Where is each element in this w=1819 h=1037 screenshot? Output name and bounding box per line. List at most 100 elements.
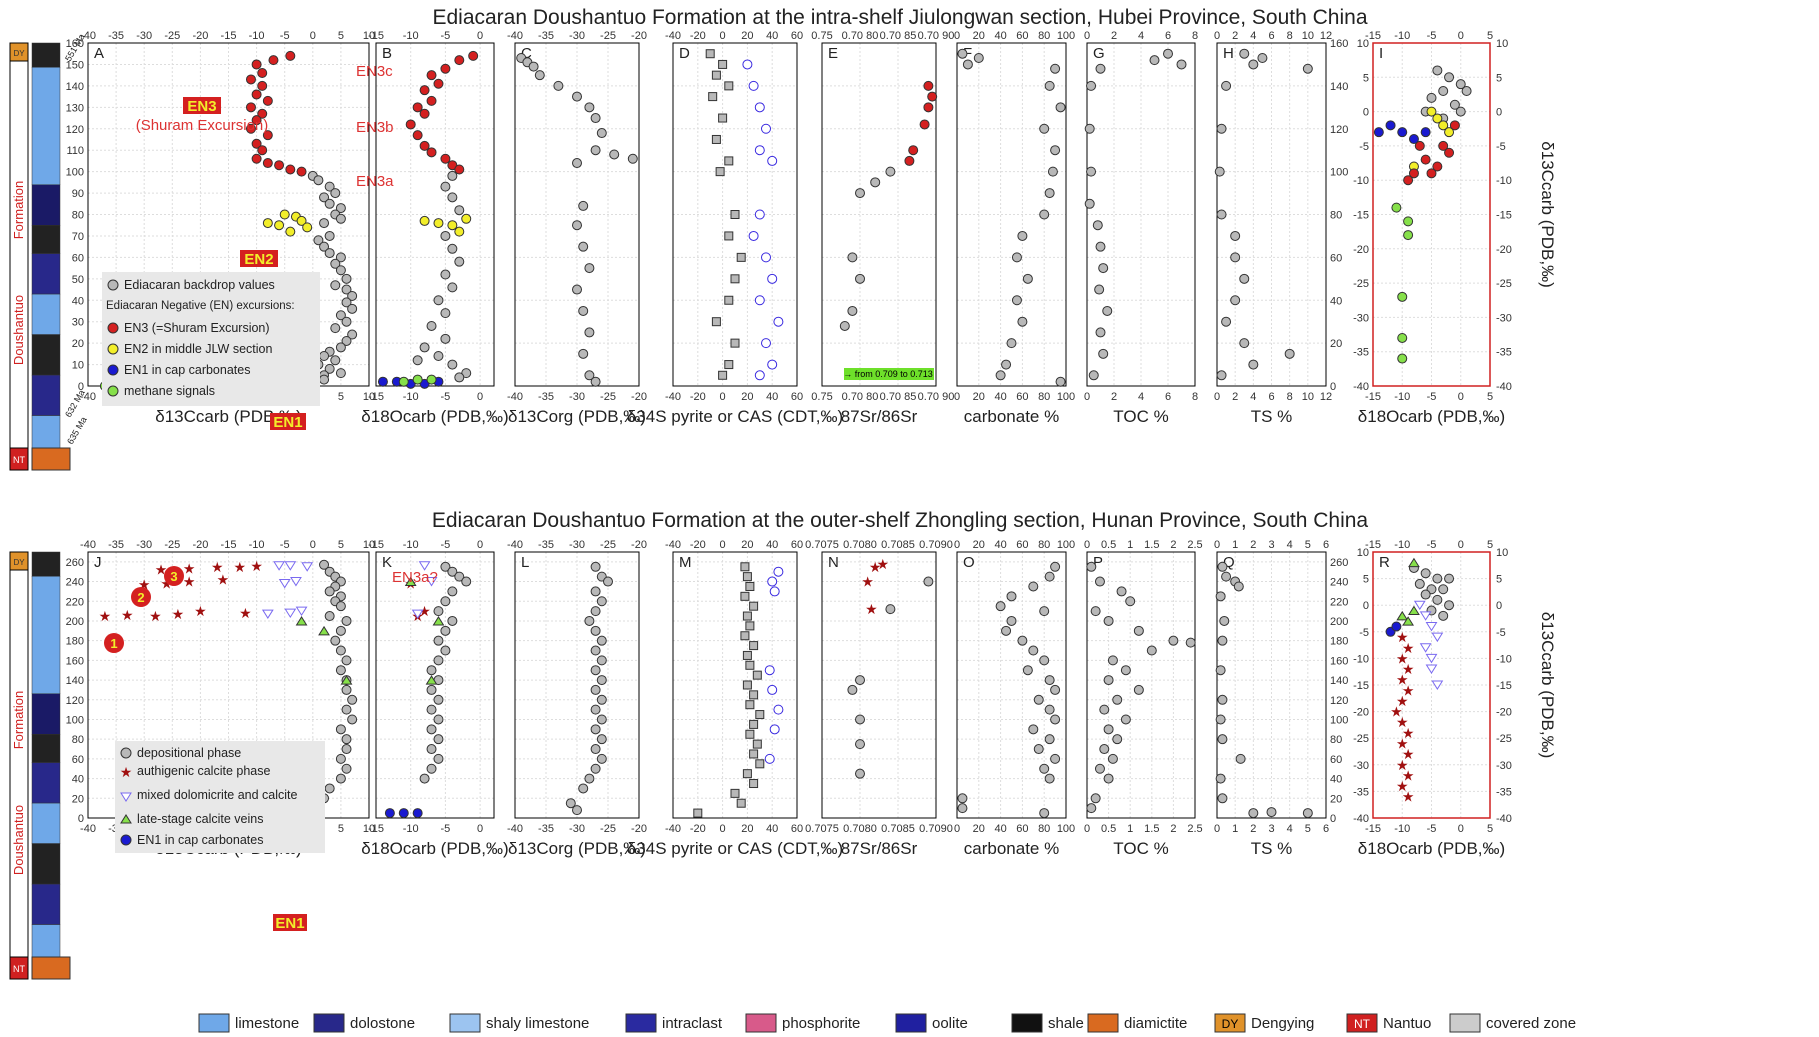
data-point: ★ <box>877 556 890 572</box>
data-point <box>1426 106 1437 117</box>
y-tick-label-right: 5 <box>1496 574 1502 586</box>
lith-block <box>31 293 61 335</box>
data-point <box>1219 615 1230 626</box>
legend-bottom-0: depositional phase <box>137 746 241 760</box>
data-point <box>590 606 601 617</box>
data-point <box>324 586 335 597</box>
x-tick-label: -20 <box>631 391 647 403</box>
y-tick-label: 80 <box>72 210 84 222</box>
y-tick-label-left: -10 <box>1353 175 1369 187</box>
data-point <box>1050 753 1061 764</box>
legend-top-5: methane signals <box>124 384 215 398</box>
lith-swatch <box>313 1013 345 1033</box>
data-point: ★ <box>1402 725 1415 741</box>
x-tick-label: -20 <box>690 391 706 403</box>
data-point <box>1408 134 1419 145</box>
data-point <box>755 710 765 720</box>
y-tick-label: 140 <box>66 675 84 687</box>
strat-bottom-nt: NT <box>13 964 25 974</box>
y-tick-label: 180 <box>66 636 84 648</box>
x-tick-label-top: -20 <box>631 30 647 42</box>
data-point <box>584 370 595 381</box>
data-point <box>1419 643 1432 653</box>
x-tick-label-top: 40 <box>994 30 1006 42</box>
data-point <box>742 769 752 779</box>
x-tick-label: 80 <box>1038 391 1050 403</box>
panel-N: 0.7075 0.7075 0.7080 0.7080 0.7085 0.7085 0.70… <box>805 539 953 858</box>
data-point <box>764 753 775 764</box>
data-point <box>740 562 750 572</box>
data-point <box>1396 610 1409 621</box>
data-point <box>341 284 352 295</box>
y-tick-label-left: -25 <box>1353 278 1369 290</box>
data-point <box>341 273 352 284</box>
strat-top-nt: NT <box>13 455 25 465</box>
x-tick-label-top: 4 <box>1138 30 1144 42</box>
data-point <box>412 130 423 141</box>
data-point <box>335 773 346 784</box>
data-point <box>324 230 335 241</box>
x-tick-label: 2.5 <box>1187 823 1202 835</box>
data-point <box>855 273 865 284</box>
data-point <box>590 586 601 597</box>
x-tick-label: 6 <box>1268 391 1274 403</box>
x-tick-label: 2 <box>1250 823 1256 835</box>
x-tick-label-top: 0 <box>954 539 960 551</box>
data-point <box>426 763 437 774</box>
data-point <box>749 641 759 651</box>
data-point <box>1221 316 1232 327</box>
y-tick-label-right: 180 <box>1330 636 1348 648</box>
legend-bottom: depositional phase ★ authigenic calcite … <box>115 741 325 853</box>
data-point <box>341 655 352 666</box>
data-point <box>335 645 346 656</box>
data-point <box>1022 273 1033 284</box>
data-point <box>433 295 444 306</box>
data-point <box>1217 734 1228 745</box>
data-point <box>839 320 850 331</box>
data-point <box>1017 230 1028 241</box>
x-tick-label: 6 <box>1323 823 1329 835</box>
data-point <box>440 230 451 241</box>
data-point <box>440 596 451 607</box>
data-point <box>447 243 458 254</box>
data-point <box>419 773 430 784</box>
y-tick-label-right: -25 <box>1496 278 1512 290</box>
data-point: ★ <box>418 603 431 619</box>
data-point <box>1230 295 1241 306</box>
x-tick-label-top: 2 <box>1111 30 1117 42</box>
data-point <box>251 59 262 70</box>
x-tick-label-top: -25 <box>600 30 616 42</box>
data-point <box>572 91 582 102</box>
x-tick-label: 6 <box>1165 391 1171 403</box>
data-point <box>730 788 740 798</box>
data-point <box>324 181 335 192</box>
y-tick-label-right: 0 <box>1496 600 1502 612</box>
y-tick-label: 50 <box>72 274 84 286</box>
y-tick-label-right: 5 <box>1496 72 1502 84</box>
annot-circle-2: 2 <box>137 590 144 605</box>
data-point <box>426 95 437 106</box>
data-point <box>341 316 352 327</box>
x-tick-label-top: 0.7085 <box>881 539 915 551</box>
x-tick-label-top: -40 <box>665 539 681 551</box>
y-tick-label: 130 <box>66 102 84 114</box>
x-tick-label-top: 0 <box>1214 30 1220 42</box>
data-point <box>245 74 256 85</box>
data-point <box>1425 653 1438 664</box>
x-axis-label: δ18Ocarb (PDB,‰) <box>1358 839 1505 858</box>
x-tick-label: -25 <box>600 391 616 403</box>
legend-top-3: EN2 in middle JLW section <box>124 342 272 356</box>
data-point <box>454 256 465 267</box>
data-point <box>1419 611 1432 621</box>
x-tick-label-top: -35 <box>108 30 124 42</box>
data-point <box>847 684 858 695</box>
x-tick-label-top: 6 <box>1268 30 1274 42</box>
data-point <box>1217 635 1228 646</box>
data-point <box>313 175 324 186</box>
data-point <box>596 714 607 725</box>
data-point <box>1414 578 1425 589</box>
lith-block <box>31 184 61 226</box>
panel-letter: R <box>1379 554 1390 571</box>
data-point <box>1216 209 1227 220</box>
